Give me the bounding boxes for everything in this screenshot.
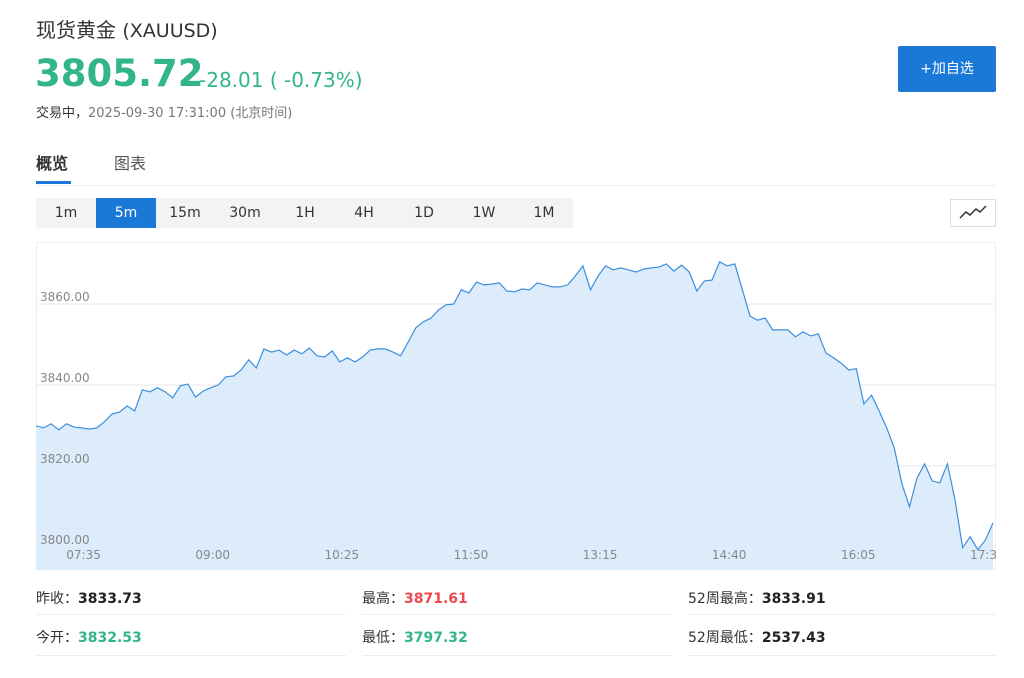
area-fill [36, 261, 993, 570]
separator [36, 655, 346, 656]
icon [959, 205, 987, 219]
x-tick-label: 13:15 [583, 548, 618, 562]
stat-value: 3797.32 [404, 630, 468, 646]
stat-label: 最高： [362, 591, 404, 607]
interval-button[interactable]: 1M [533, 205, 555, 221]
stat-value: 3871.61 [404, 591, 468, 607]
x-tick-label: 16:05 [841, 548, 876, 562]
interval-button[interactable]: 1m [54, 205, 78, 221]
y-tick-label: 3820.00 [40, 452, 90, 466]
stat-value: 3833.91 [761, 591, 826, 607]
divider [36, 185, 996, 186]
stat-value: 3832.53 [78, 630, 142, 646]
interval-button[interactable]: 15m [169, 205, 201, 221]
x-tick-label: 11:50 [454, 548, 489, 562]
separator [362, 655, 672, 656]
timestamp: 2025-09-30 17:31:00 (北京时间) [88, 106, 293, 121]
x-tick-label: 10:25 [325, 548, 360, 562]
interval-button[interactable]: 1W [472, 205, 496, 221]
chart-style-button[interactable] [950, 199, 996, 227]
symbol: (XAUUSD) [122, 20, 218, 42]
y-tick-label: 3840.00 [40, 371, 90, 385]
x-tick-label: 14:40 [712, 548, 747, 562]
instrument-name: 现货黄金 (XAUUSD) [36, 14, 218, 43]
stat-value: 3833.73 [78, 591, 142, 607]
tab-indicator [36, 181, 71, 184]
x-tick-label: 09:00 [195, 548, 230, 562]
y-tick-label: 3860.00 [40, 290, 90, 304]
tab[interactable]: 概览 [36, 154, 69, 173]
stat-value: 2537.43 [761, 630, 826, 646]
tab[interactable]: 图表 [114, 154, 147, 173]
interval-button[interactable]: 30m [229, 205, 261, 221]
price: 3805.72 [35, 52, 204, 95]
y-tick-label: 3800.00 [40, 533, 90, 547]
x-tick-label: 07:35 [66, 548, 101, 562]
interval-button[interactable]: 5m [96, 198, 156, 228]
separator [36, 614, 346, 615]
interval-button[interactable]: 1D [414, 205, 434, 221]
stat-label: 今开： [36, 630, 78, 646]
x-tick-label: 17:30 [970, 548, 996, 562]
separator [688, 614, 996, 615]
price-change: -28.01 ( -0.73%) [199, 68, 363, 92]
separator [362, 614, 672, 615]
separator [688, 655, 996, 656]
chart: 3800.00 3820.00 3840.00 3860.00 07:35 09:00 10… [36, 242, 996, 570]
status: 交易中， [36, 106, 89, 121]
add-watchlist-button[interactable]: +加自选 [898, 46, 996, 92]
interval-button[interactable]: 1H [295, 205, 315, 221]
stat-label: 昨收： [36, 591, 78, 607]
price-line [36, 260, 994, 551]
interval-button[interactable]: 4H [354, 205, 374, 221]
stat-label: 52周最高： [688, 591, 762, 607]
stat-label: 最低： [362, 630, 404, 646]
stat-label: 52周最低： [688, 630, 762, 646]
name: 现货黄金 [36, 18, 116, 42]
